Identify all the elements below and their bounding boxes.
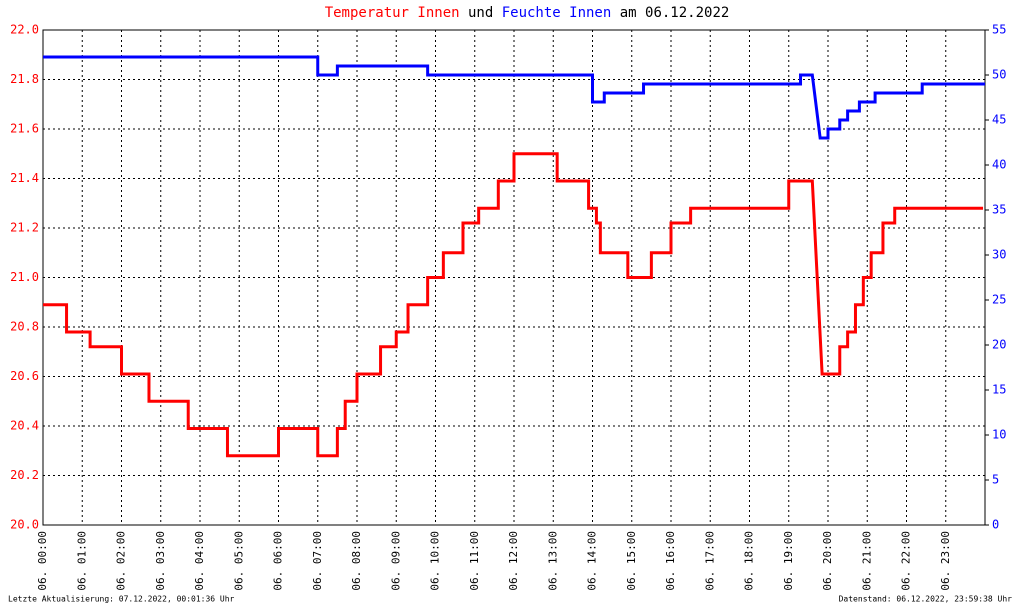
x-tick-label: 06. 23:00 (939, 531, 952, 591)
y-tick-label: 22.0 (10, 23, 39, 37)
x-tick-label: 06. 19:00 (782, 531, 795, 591)
x-tick-label: 06. 10:00 (429, 531, 442, 591)
x-tick-label: 06. 09:00 (389, 531, 402, 591)
x-tick-label: 06. 16:00 (664, 531, 677, 591)
y-tick-label: 20.0 (10, 518, 39, 532)
y2-tick-label: 40 (992, 158, 1006, 172)
y2-tick-label: 45 (992, 113, 1006, 127)
x-tick-label: 06. 06:00 (272, 531, 285, 591)
x-tick-label: 06. 00:00 (36, 531, 49, 591)
x-tick-label: 06. 02:00 (115, 531, 128, 591)
x-tick-label: 06. 12:00 (507, 531, 520, 591)
title-part: Temperatur Innen (325, 5, 460, 21)
y2-tick-label: 50 (992, 68, 1006, 82)
x-tick-label: 06. 05:00 (232, 531, 245, 591)
y-tick-label: 20.6 (10, 369, 39, 383)
x-tick-label: 06. 07:00 (311, 531, 324, 591)
x-tick-label: 06. 18:00 (743, 531, 756, 591)
x-tick-label: 06. 20:00 (821, 531, 834, 591)
title-part: und (468, 5, 493, 21)
title-part: am 06.12.2022 (620, 5, 730, 21)
y-tick-label: 21.6 (10, 122, 39, 136)
y2-tick-label: 55 (992, 23, 1006, 37)
y-tick-label: 21.4 (10, 171, 39, 185)
title-part: Feuchte Innen (502, 5, 612, 21)
y-tick-label: 20.4 (10, 419, 39, 433)
data-line (43, 55, 985, 140)
y2-tick-label: 5 (992, 473, 999, 487)
x-tick-label: 06. 14:00 (586, 531, 599, 591)
y2-tick-label: 20 (992, 338, 1006, 352)
x-tick-label: 06. 13:00 (546, 531, 559, 591)
y-tick-label: 21.0 (10, 270, 39, 284)
x-tick-label: 06. 03:00 (154, 531, 167, 591)
y2-tick-label: 15 (992, 383, 1006, 397)
chart-title: Temperatur Innen und Feuchte Innen am 06… (325, 5, 730, 21)
footer-right: Datenstand: 06.12.2022, 23:59:38 Uhr (839, 595, 1013, 604)
x-tick-label: 06. 15:00 (625, 531, 638, 591)
y-tick-label: 20.8 (10, 320, 39, 334)
y-tick-label: 20.2 (10, 468, 39, 482)
y2-tick-label: 10 (992, 428, 1006, 442)
x-tick-label: 06. 17:00 (703, 531, 716, 591)
plot-frame (42, 29, 986, 526)
y-tick-label: 21.8 (10, 72, 39, 86)
data-line (43, 152, 984, 458)
y2-tick-label: 35 (992, 203, 1006, 217)
x-tick-label: 06. 01:00 (75, 531, 88, 591)
footer-left: Letzte Aktualisierung: 07.12.2022, 00:01… (8, 595, 235, 604)
y-tick-label: 21.2 (10, 221, 39, 235)
x-tick-label: 06. 21:00 (860, 531, 873, 591)
x-tick-label: 06. 04:00 (193, 531, 206, 591)
y2-tick-label: 0 (992, 518, 999, 532)
x-tick-label: 06. 08:00 (350, 531, 363, 591)
x-tick-label: 06. 22:00 (900, 531, 913, 591)
y2-tick-label: 25 (992, 293, 1006, 307)
x-tick-label: 06. 11:00 (468, 531, 481, 591)
y2-tick-label: 30 (992, 248, 1006, 262)
